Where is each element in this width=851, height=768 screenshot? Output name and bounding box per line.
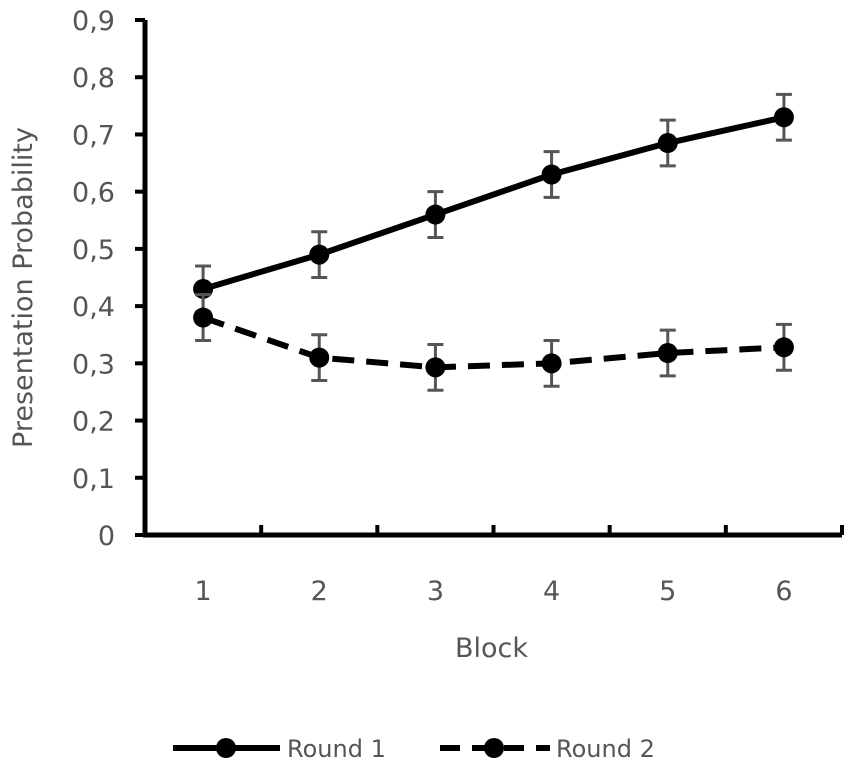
data-point (309, 347, 330, 368)
series-1 (193, 92, 794, 314)
legend-item: Round 2 (440, 735, 655, 763)
data-point (773, 337, 794, 358)
data-point (193, 307, 214, 328)
y-tick-label: 0,1 (72, 464, 115, 495)
series-line (202, 314, 785, 371)
legend-label: Round 1 (287, 735, 386, 763)
y-tick-label: 0,5 (72, 235, 115, 266)
y-tick-label: 0,3 (72, 349, 115, 380)
data-point (425, 357, 446, 378)
legend-item: Round 1 (173, 735, 386, 763)
y-axis-title: Presentation Probability (8, 127, 39, 448)
y-tick-label: 0,6 (72, 178, 115, 209)
x-axis-title: Block (455, 633, 528, 664)
legend: Round 1 Round 2 (173, 735, 655, 763)
x-tick-label: 3 (427, 576, 444, 607)
y-tick-label: 0,4 (72, 292, 115, 323)
y-tick-label: 0,9 (72, 6, 115, 37)
data-point (425, 204, 446, 225)
legend-label: Round 2 (556, 735, 655, 763)
y-tick-label: 0,7 (72, 120, 115, 151)
x-tick-label: 2 (311, 576, 328, 607)
y-tick-label: 0 (98, 521, 115, 552)
y-tick-label: 0,8 (72, 63, 115, 94)
y-tick-label: 0,2 (72, 407, 115, 438)
data-point (309, 244, 330, 265)
x-tick-label: 5 (659, 576, 676, 607)
y-axis-ticks: 0 0,1 0,2 0,3 0,4 0,5 0,6 0,7 0,8 0,9 (72, 6, 145, 552)
series-2 (193, 293, 794, 392)
data-point (541, 353, 562, 374)
x-tick-label: 4 (543, 576, 560, 607)
data-point (657, 133, 678, 154)
data-point (773, 107, 794, 128)
series-line (202, 114, 785, 292)
legend-marker (216, 738, 236, 758)
legend-marker (484, 738, 504, 758)
series-layer (193, 92, 794, 392)
x-tick-label: 6 (775, 576, 792, 607)
data-point (541, 164, 562, 185)
x-tick-label: 1 (194, 576, 211, 607)
data-point (657, 343, 678, 364)
